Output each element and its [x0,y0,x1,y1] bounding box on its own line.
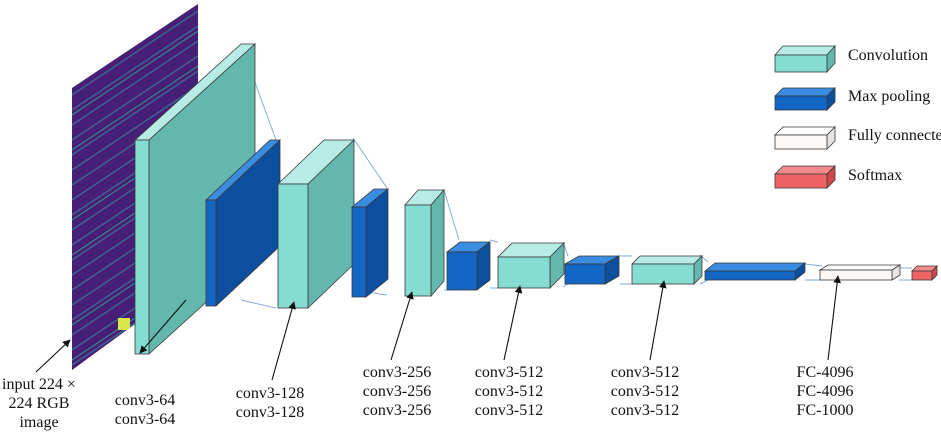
legend-max-pooling-label: Max pooling [848,88,931,105]
fc-label-line-2: FC-4096 [796,383,854,400]
block5-label-line-1: conv3-512 [610,364,680,381]
block1-label: conv3-64 conv3-64 [100,391,190,429]
connector-7-bottom [699,279,709,285]
input-label: input 224 × 224 RGB image [0,375,78,432]
input-image-band [72,85,198,171]
block2-conv-front-face [277,183,309,309]
fc-label: FC-4096 FC-4096 FC-1000 [775,363,875,420]
block3-conv-side-face [430,188,445,298]
connector-1-bottom [240,299,277,309]
fc-layers-top-face [818,264,902,271]
input-image-band [72,5,198,91]
legend-softmax-swatch-front-face [774,173,828,189]
block4-label: conv3-512 conv3-512 conv3-512 [459,363,559,420]
block2-label: conv3-128 conv3-128 [225,384,315,422]
block4-conv-front-face [497,256,551,289]
fc-label-line-1: FC-4096 [796,364,854,381]
block1-conv-front-face [134,139,150,355]
softmax-layer-front-face [911,270,933,281]
input-image-band [72,30,198,116]
connector-4-top [489,239,499,243]
input-label-line-3: image [19,414,59,431]
block1-label-line-2: conv3-64 [114,411,176,428]
block4-label-line-2: conv3-512 [474,383,544,400]
block5-conv-front-face [631,263,695,285]
block3-label-line-3: conv3-256 [362,402,432,419]
input-image-highlight [118,318,130,330]
connector-3-top [443,189,460,241]
block5-label-line-2: conv3-512 [610,383,680,400]
legend-softmax-label: Softmax [848,167,903,184]
block4-pool-front-face [564,263,606,285]
block5-label: conv3-512 conv3-512 conv3-512 [595,363,695,420]
connector-8-top [804,263,823,267]
legend-convolution-label: Convolution [848,47,929,64]
input-image-band [72,35,198,121]
block1-arrow [139,299,187,354]
input-label-line-2: 224 RGB [8,395,70,412]
fc-label-line-3: FC-1000 [796,402,854,419]
input-image-band [72,45,198,131]
input-arrow [35,339,71,373]
legend-convolution-swatch-top-face [774,45,836,56]
block2-pool-front-face [351,206,367,298]
fc-layers-front-face [819,269,893,281]
block3-arrow [390,291,414,361]
input-image-band [72,75,198,161]
input-image-band [72,70,198,156]
block4-label-line-1: conv3-512 [474,364,544,381]
block3-label: conv3-256 conv3-256 conv3-256 [347,363,447,420]
input-image-band [72,65,198,151]
connector-5-bottom [562,283,569,288]
legend-convolution-swatch-front-face [774,54,828,73]
block5-conv-top-face [631,255,703,265]
block3-label-line-2: conv3-256 [362,383,432,400]
legend-max-pooling-swatch-front-face [774,95,828,111]
legend-max-pooling-swatch-top-face [774,87,836,97]
block1-label-line-1: conv3-64 [114,392,176,409]
block2-label-line-1: conv3-128 [235,385,305,402]
input-image-band [72,80,198,166]
connector-2-top [352,137,388,189]
block5-pool-top-face [703,262,807,272]
input-image-band [72,25,198,111]
input-image-band [72,20,198,106]
legend-fully-connected-swatch-front-face [774,134,828,150]
input-image-band [72,15,198,101]
input-image-band [72,40,198,126]
input-image-band [72,10,198,96]
block3-label-line-1: conv3-256 [362,364,432,381]
block5-label-line-3: conv3-512 [610,402,680,419]
input-label-line-1: input 224 × [2,376,76,393]
block1-pool-front-face [205,199,217,307]
legend-fully-connected-swatch-top-face [774,126,836,136]
input-image-band [72,50,198,136]
block5-pool-front-face [704,270,796,281]
block2-label-line-2: conv3-128 [235,404,305,421]
block2-arrow [271,301,296,381]
block2-pool-side-face [365,188,389,298]
input-image-band [72,60,198,146]
block5-arrow [649,280,667,361]
legend-softmax-swatch-top-face [774,165,836,175]
block4-label-line-3: conv3-512 [474,402,544,419]
legend-fully-connected-label: Fully connected [848,127,941,144]
fc-arrow [827,275,842,361]
block4-arrow [503,285,523,361]
block3-pool-front-face [446,251,478,291]
input-image-band [72,55,198,141]
block3-conv-front-face [404,204,432,297]
